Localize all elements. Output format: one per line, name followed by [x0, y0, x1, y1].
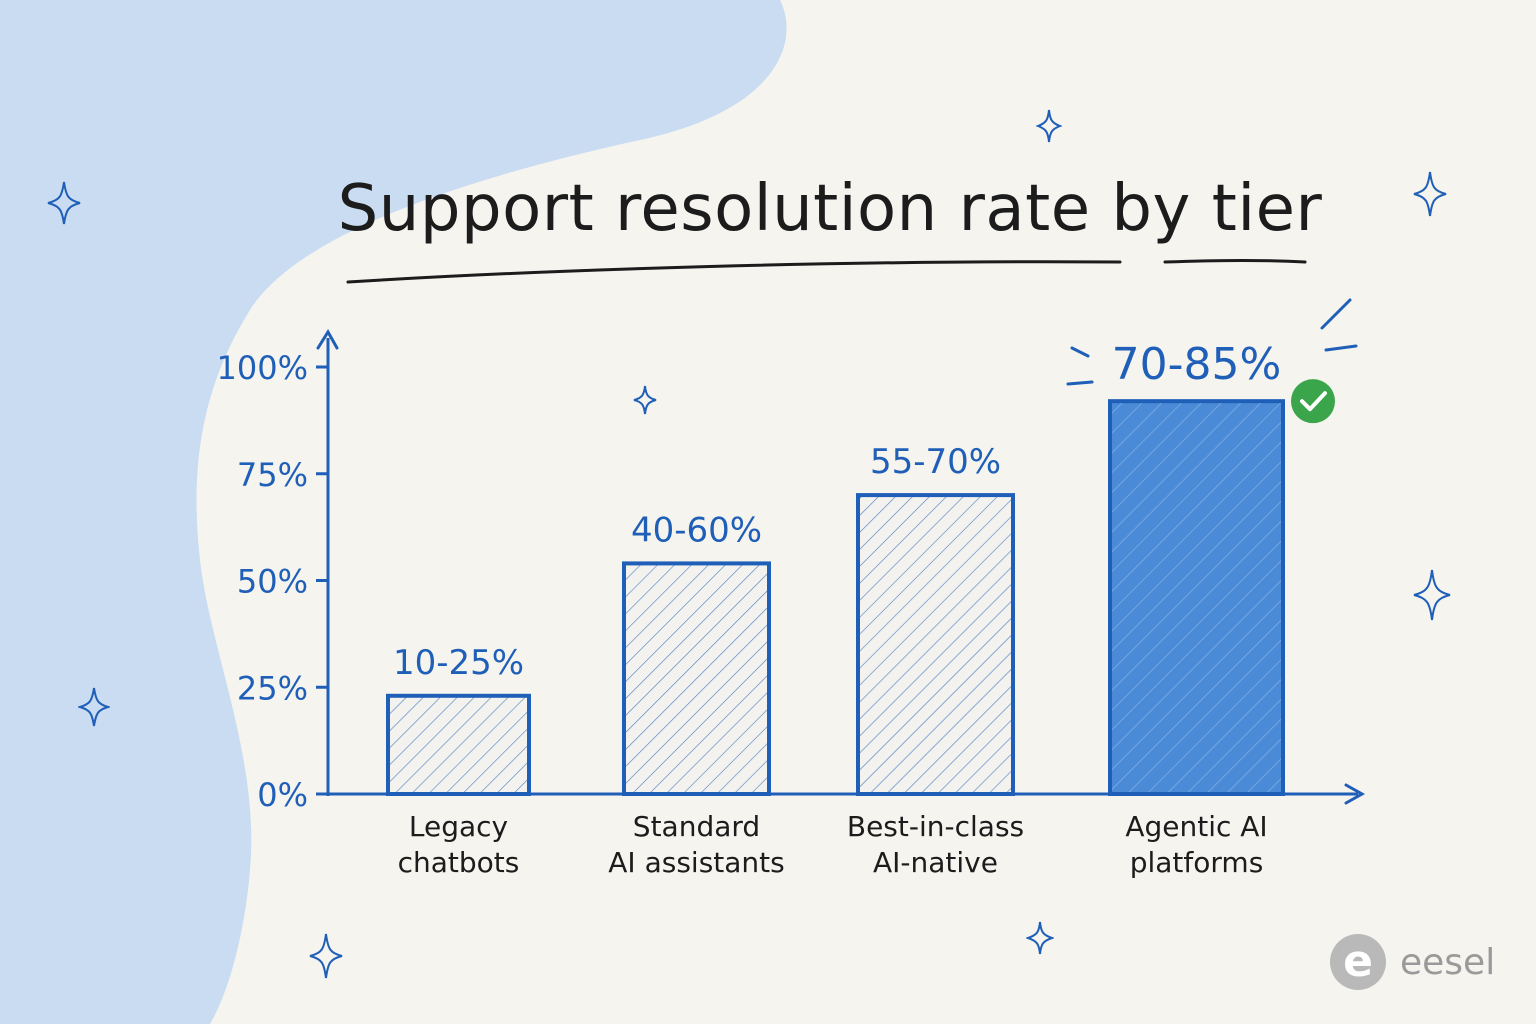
sparkle-icon	[1413, 569, 1451, 621]
emphasis-stroke	[1070, 346, 1090, 358]
bar	[622, 561, 771, 796]
sparkle-icon	[1413, 171, 1447, 217]
x-tick-label: Legacy	[409, 810, 508, 843]
x-axis-arrow	[1344, 783, 1366, 805]
bar	[1108, 399, 1285, 796]
brand-name: eesel	[1400, 941, 1496, 983]
y-tick-label: 25%	[237, 669, 308, 707]
x-tick-label: chatbots	[398, 846, 520, 879]
y-axis-arrow	[316, 329, 339, 350]
sparkle-icon	[309, 933, 343, 979]
bar-hatch	[1110, 401, 1283, 794]
eesel-logo-icon: e	[1330, 934, 1386, 990]
sparkle-icon	[1026, 921, 1054, 955]
y-tick-label: 75%	[237, 456, 308, 494]
y-tick-label: 0%	[257, 776, 308, 814]
sparkle-icon	[633, 385, 657, 415]
x-tick-label: Standard	[633, 810, 760, 843]
data-label: 70-85%	[1112, 339, 1282, 390]
data-label: 55-70%	[870, 442, 1001, 482]
y-tick-label: 100%	[217, 349, 308, 387]
sparkle-icon	[1036, 109, 1062, 143]
x-tick-label: Best-in-class	[847, 810, 1024, 843]
bar-hatch	[624, 563, 769, 794]
sparkle-icon	[47, 181, 81, 225]
emphasis-stroke	[1066, 380, 1094, 386]
x-tick-label: Agentic AI	[1125, 810, 1267, 843]
data-label: 10-25%	[393, 643, 524, 683]
x-tick-label: platforms	[1130, 846, 1264, 879]
check-circle-icon	[1291, 379, 1335, 424]
chart-title: Support resolution rate by tier	[337, 172, 1323, 246]
bar	[386, 693, 531, 796]
data-label: 40-60%	[631, 510, 762, 550]
y-tick-label: 50%	[237, 563, 308, 601]
title-underline	[346, 259, 1307, 284]
bar-hatch	[858, 495, 1013, 794]
brand-logo: e eesel	[1330, 934, 1495, 990]
bar	[856, 493, 1015, 796]
bar-hatch	[388, 695, 529, 794]
emphasis-stroke	[1324, 344, 1358, 352]
emphasis-stroke	[1320, 298, 1352, 330]
x-tick-label: AI assistants	[608, 846, 784, 879]
sparkle-icon	[78, 687, 110, 727]
x-tick-label: AI-native	[873, 846, 998, 879]
